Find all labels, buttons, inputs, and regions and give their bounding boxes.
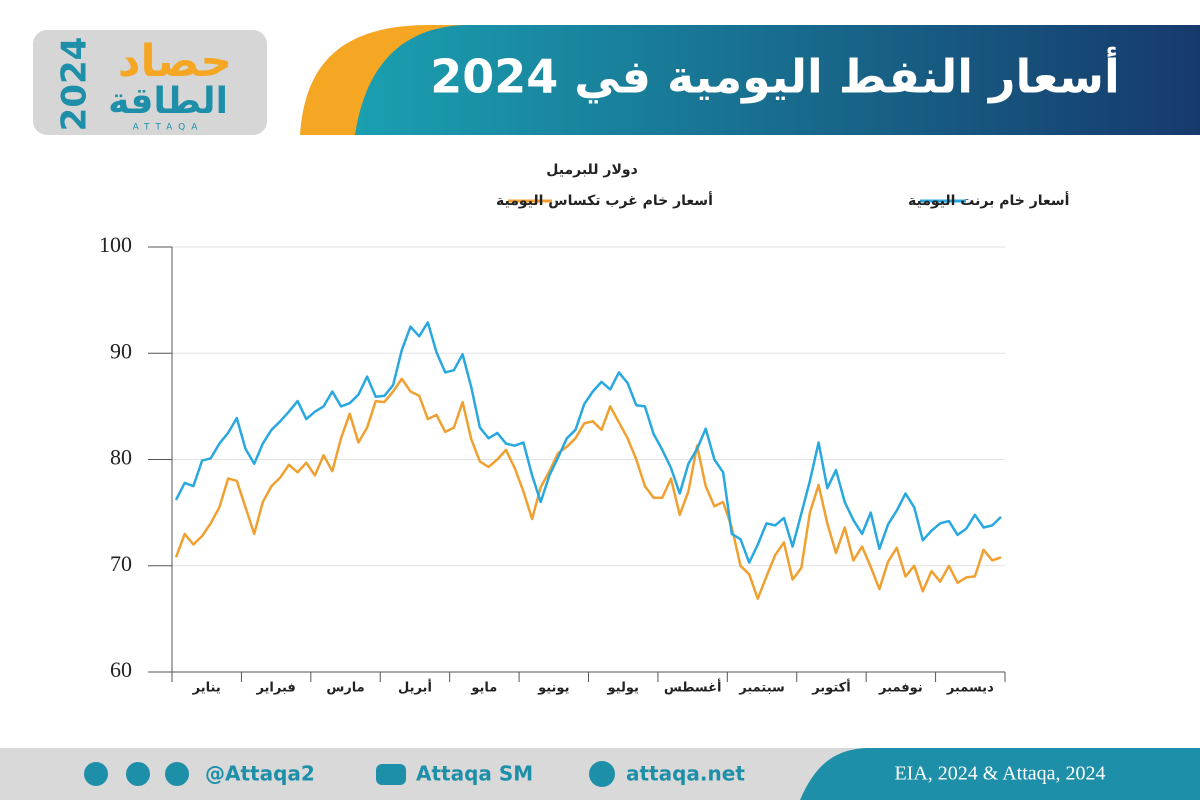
source: EIA, 2024 & Attaqa, 2024 [894, 763, 1105, 785]
youtube-handle[interactable]: Attaqa SM [416, 762, 533, 786]
x-tick-label: ديسمبر [946, 681, 994, 696]
logo-brand: الطاقة [108, 81, 228, 122]
logo-latin: ATTAQA [133, 123, 204, 133]
x-tick-label: مارس [326, 681, 364, 696]
x-tick-label: نوفمبر [878, 681, 923, 696]
footer-source-panel [800, 748, 1200, 800]
x-tick-label: فبراير [255, 681, 295, 696]
x-tick-label: يناير [192, 681, 221, 696]
youtube-icon[interactable] [376, 764, 406, 785]
unit-label: دولار للبرميل [546, 162, 638, 178]
series-line [174, 377, 1002, 600]
website[interactable]: attaqa.net [626, 762, 745, 786]
y-tick-label: 80 [110, 445, 132, 470]
x-tick-label: يونيو [537, 681, 569, 696]
logo-box [33, 30, 267, 135]
x-tick-label: سبتمبر [738, 681, 785, 696]
x-tick-label: يوليو [607, 681, 639, 696]
x-tick-label: أكتوبر [811, 679, 850, 696]
logo-name: حصاد [118, 36, 232, 87]
y-tick-label: 100 [99, 232, 132, 257]
plot-area: 60 70 80 90 100 يناير فبراير مارس أبريل مايو يونيو… [99, 232, 1006, 696]
y-tick-label: 60 [110, 657, 132, 682]
header-banner [355, 25, 1200, 135]
facebook-icon[interactable] [165, 762, 189, 786]
x-icon[interactable] [84, 762, 108, 786]
logo-year: 2024 [55, 37, 95, 132]
instagram-icon[interactable] [126, 762, 150, 786]
social-handle[interactable]: @Attaqa2 [205, 762, 315, 786]
y-tick-label: 70 [110, 551, 132, 576]
series-line [174, 321, 1002, 564]
legend-label: أسعار خام غرب تكساس اليومية [496, 191, 713, 209]
chart-title: أسعار النفط اليومية في 2024 [430, 47, 1119, 104]
y-tick-label: 90 [110, 338, 132, 363]
x-tick-label: أبريل [398, 679, 432, 696]
web-icon[interactable] [589, 761, 615, 787]
legend-label: أسعار خام برنت اليومية [908, 191, 1069, 209]
x-tick-label: مايو [470, 681, 497, 696]
x-tick-label: أغسطس [664, 679, 722, 696]
